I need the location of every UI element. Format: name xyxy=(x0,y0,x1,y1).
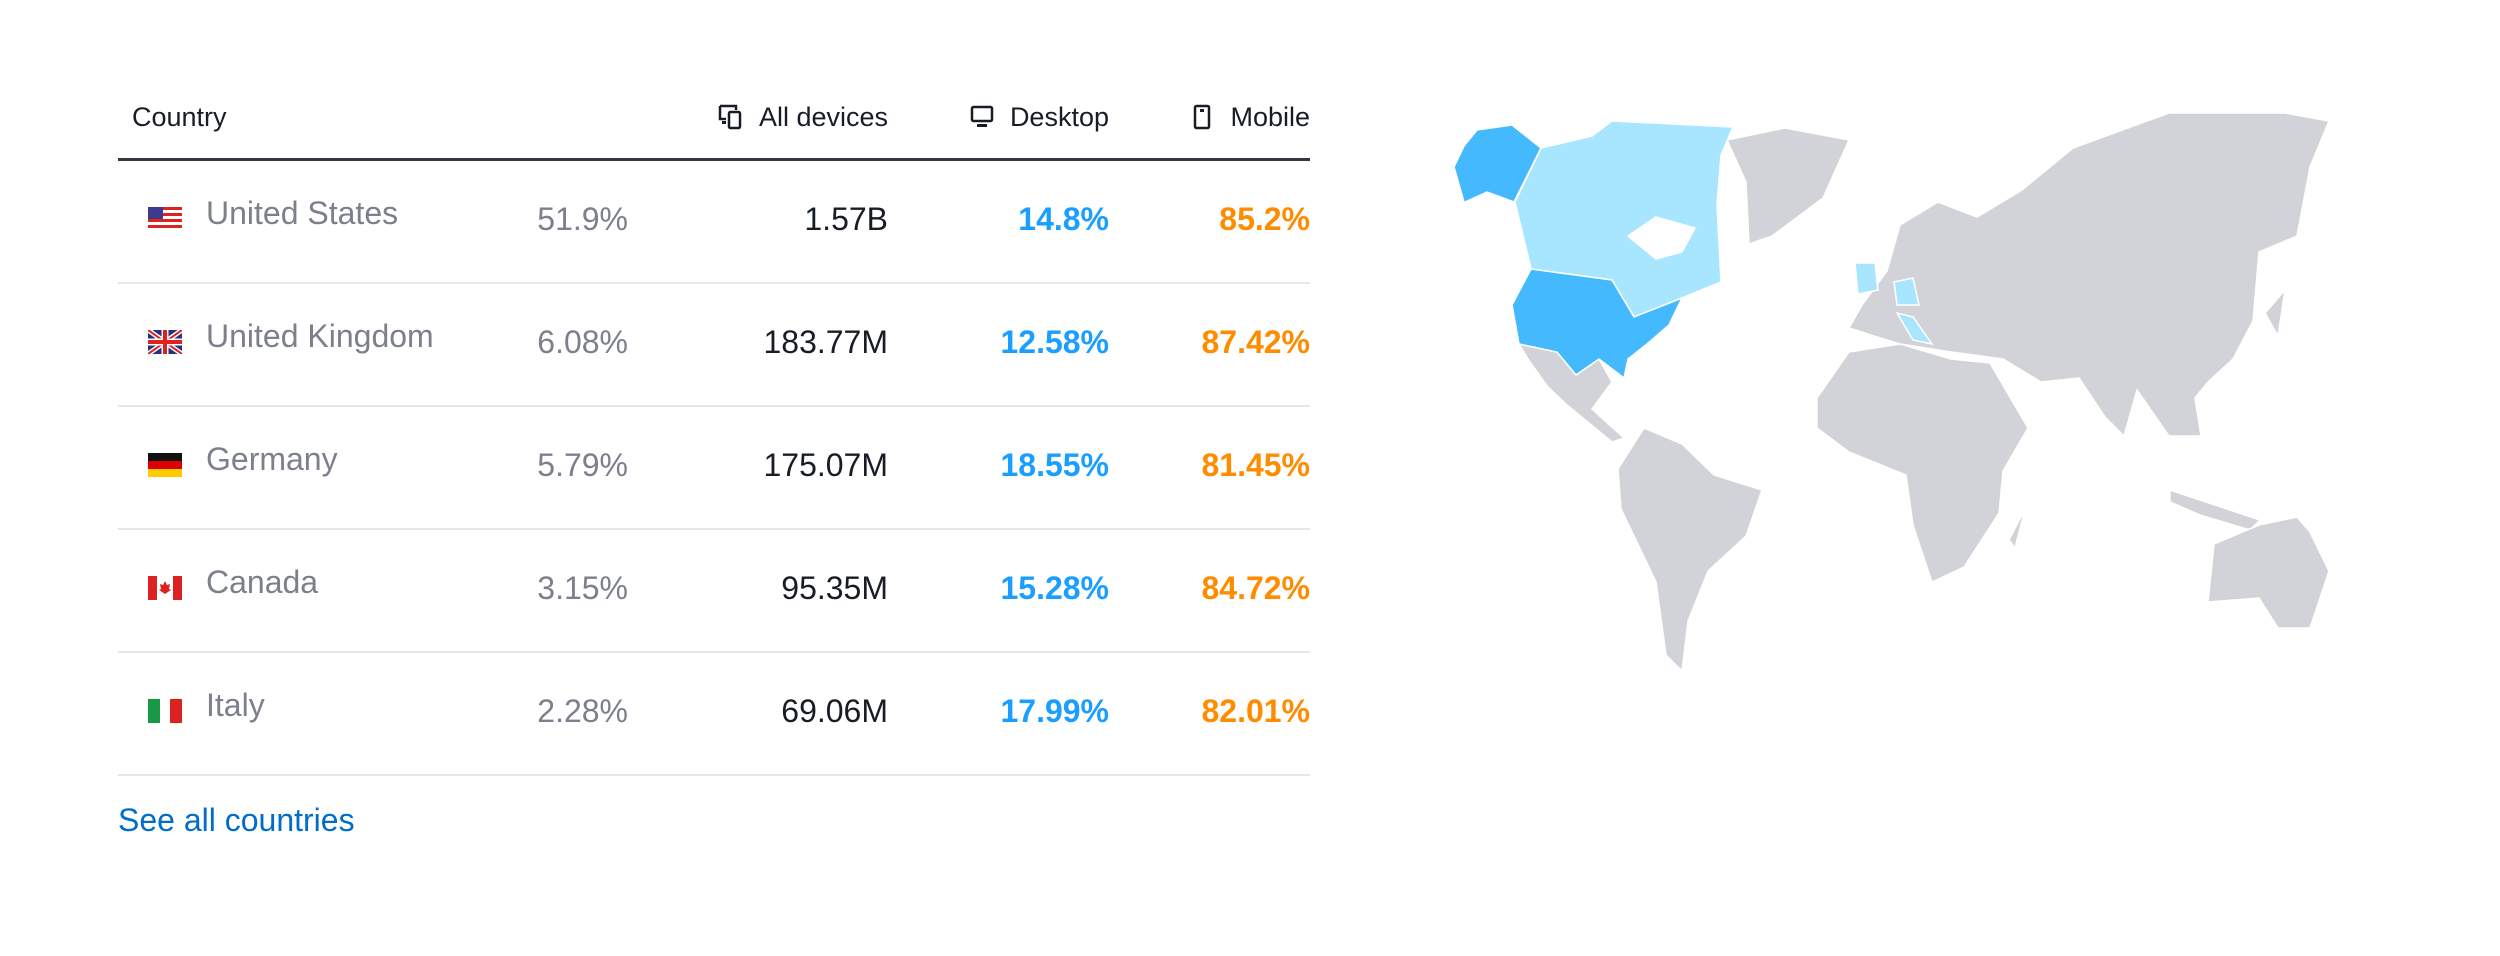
mobile-value: 82.01% xyxy=(1201,693,1310,729)
all-devices-value: 1.57B xyxy=(804,201,888,237)
world-map xyxy=(1431,112,2388,679)
devices-icon xyxy=(718,104,742,130)
map-eurasia xyxy=(1847,112,2331,438)
map-new-zealand xyxy=(2348,627,2388,679)
uk-flag-icon xyxy=(148,330,182,354)
desktop-icon xyxy=(970,105,994,127)
all-devices-value: 183.77M xyxy=(763,324,888,360)
desktop-value: 15.28% xyxy=(1000,570,1109,606)
header-all-devices[interactable]: All devices xyxy=(717,102,888,133)
header-mobile-label: Mobile xyxy=(1230,102,1310,132)
map-alaska xyxy=(1431,124,1542,218)
header-country[interactable]: Country xyxy=(132,102,227,132)
map-usa xyxy=(1511,268,1684,380)
table-row[interactable]: Italy 2.28% 69.06M 17.99% 82.01% xyxy=(118,653,1310,776)
mobile-value: 87.42% xyxy=(1201,324,1310,360)
mobile-value: 85.2% xyxy=(1219,201,1310,237)
traffic-share: 2.28% xyxy=(537,693,628,729)
map-greenland xyxy=(1725,127,1851,246)
desktop-value: 18.55% xyxy=(1000,447,1109,483)
all-devices-value: 69.06M xyxy=(781,693,888,729)
desktop-value: 12.58% xyxy=(1000,324,1109,360)
desktop-value: 14.8% xyxy=(1018,201,1109,237)
country-name[interactable]: Germany xyxy=(206,441,338,477)
all-devices-value: 95.35M xyxy=(781,570,888,606)
map-japan xyxy=(2264,287,2287,339)
traffic-share: 51.9% xyxy=(537,201,628,237)
it-flag-icon xyxy=(148,699,182,723)
country-name[interactable]: United Kingdom xyxy=(206,318,434,354)
header-mobile[interactable]: Mobile xyxy=(1188,102,1310,133)
header-desktop-label: Desktop xyxy=(1009,102,1109,132)
de-flag-icon xyxy=(148,453,182,477)
map-south-america xyxy=(1617,427,1763,673)
all-devices-value: 175.07M xyxy=(763,447,888,483)
map-indonesia xyxy=(2169,488,2262,531)
traffic-share: 6.08% xyxy=(537,324,628,360)
map-germany xyxy=(1893,277,1920,306)
mobile-value: 81.45% xyxy=(1201,447,1310,483)
country-name[interactable]: United States xyxy=(206,195,399,231)
desktop-value: 17.99% xyxy=(1000,693,1109,729)
map-hudson-bay xyxy=(1626,216,1697,260)
table-row[interactable]: Germany 5.79% 175.07M 18.55% 81.45% xyxy=(118,407,1310,530)
traffic-share: 3.15% xyxy=(537,570,628,606)
map-africa xyxy=(1816,343,2029,584)
us-flag-icon xyxy=(148,207,182,231)
country-name[interactable]: Italy xyxy=(206,687,265,723)
ca-flag-icon xyxy=(148,576,182,600)
countries-table: Country All devices Desktop Mobile Unite… xyxy=(118,80,1310,776)
table-row[interactable]: United Kingdom 6.08% 183.77M 12.58% 87.4… xyxy=(118,284,1310,407)
table-row[interactable]: United States 51.9% 1.57B 14.8% 85.2% xyxy=(118,161,1310,284)
see-all-countries-link[interactable]: See all countries xyxy=(118,802,355,838)
mobile-value: 84.72% xyxy=(1201,570,1310,606)
map-australia xyxy=(2207,516,2330,629)
map-uk xyxy=(1854,262,1879,295)
mobile-icon xyxy=(1194,104,1211,130)
header-desktop[interactable]: Desktop xyxy=(968,102,1109,133)
table-header: Country All devices Desktop Mobile xyxy=(118,80,1310,161)
table-row[interactable]: Canada 3.15% 95.35M 15.28% 84.72% xyxy=(118,530,1310,653)
map-italy xyxy=(1895,311,1934,346)
country-name[interactable]: Canada xyxy=(206,564,319,600)
traffic-share: 5.79% xyxy=(537,447,628,483)
header-all-devices-label: All devices xyxy=(758,102,888,132)
map-madagascar xyxy=(2008,508,2026,550)
